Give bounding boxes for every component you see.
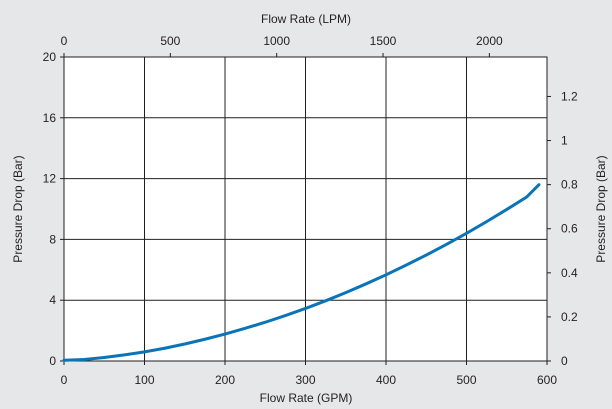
pressure-drop-curve — [62, 183, 541, 362]
bottom-tick-label: 400 — [376, 373, 396, 387]
top-tick-label: 1500 — [370, 34, 397, 48]
left-tick-label: 8 — [49, 232, 56, 246]
top-tick-label: 1000 — [263, 34, 290, 48]
top-tick-label: 2000 — [476, 34, 503, 48]
bottom-x-axis-title: Flow Rate (GPM) — [260, 391, 353, 405]
top-tick-label: 500 — [160, 34, 180, 48]
right-tick-label: 0.2 — [561, 310, 578, 324]
right-tick-label: 0.8 — [561, 178, 578, 192]
left-tick-label: 20 — [43, 50, 57, 64]
bottom-tick-label: 200 — [215, 373, 235, 387]
grid-lines — [63, 56, 548, 362]
left-tick-label: 16 — [43, 111, 57, 125]
right-tick-label: 0 — [561, 354, 568, 368]
bottom-tick-label: 500 — [456, 373, 476, 387]
top-x-axis-title: Flow Rate (LPM) — [261, 12, 351, 26]
right-tick-label: 0.6 — [561, 222, 578, 236]
series-layer — [62, 183, 541, 362]
right-tick-label: 1.2 — [561, 89, 578, 103]
bottom-tick-label: 600 — [537, 373, 557, 387]
right-tick-label: 1 — [561, 134, 568, 148]
left-tick-label: 4 — [49, 293, 56, 307]
top-tick-label: 0 — [61, 34, 68, 48]
left-tick-label: 0 — [49, 354, 56, 368]
bottom-tick-label: 300 — [295, 373, 315, 387]
left-y-axis-title: Pressure Drop (Bar) — [11, 155, 25, 262]
right-tick-label: 0.4 — [561, 266, 578, 280]
left-tick-label: 12 — [43, 172, 57, 186]
bottom-tick-label: 0 — [61, 373, 68, 387]
bottom-tick-label: 100 — [134, 373, 154, 387]
right-y-axis-title: Pressure Drop (Bar) — [594, 155, 608, 262]
